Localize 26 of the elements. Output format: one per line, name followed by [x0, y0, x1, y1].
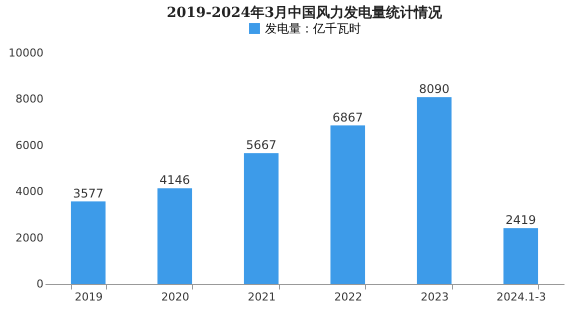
- chart-title: 2019-2024年3月中国风力发电量统计情况: [166, 4, 444, 21]
- x-tick-label: 2021: [248, 290, 276, 304]
- data-label: 6867: [332, 110, 364, 124]
- x-tick-label: 2023: [420, 290, 449, 304]
- y-tick-label: 10000: [8, 46, 44, 60]
- x-tick-label: 2019: [74, 290, 103, 304]
- y-tick-label: 0: [36, 278, 44, 290]
- y-tick-label: 4000: [16, 185, 44, 198]
- data-label: 3577: [72, 186, 104, 200]
- data-label: 2419: [505, 213, 536, 228]
- x-tick-label: 2024.1-3: [496, 290, 546, 304]
- data-label: 5667: [246, 138, 277, 152]
- data-label: 4146: [159, 173, 190, 188]
- y-tick-label: 6000: [16, 138, 44, 152]
- bar: [244, 153, 279, 284]
- y-tick-label: 8000: [16, 92, 44, 106]
- bar: [503, 228, 538, 284]
- bar: [70, 201, 106, 284]
- bar: [416, 97, 452, 284]
- y-tick-label: 2000: [16, 231, 44, 244]
- bar: [157, 188, 192, 284]
- x-tick-label: 2022: [334, 290, 362, 304]
- bar: [330, 125, 366, 284]
- x-tick-label: 2020: [161, 290, 190, 304]
- legend-label: 发电量：亿千瓦时: [265, 22, 361, 36]
- data-label: 8090: [418, 82, 450, 96]
